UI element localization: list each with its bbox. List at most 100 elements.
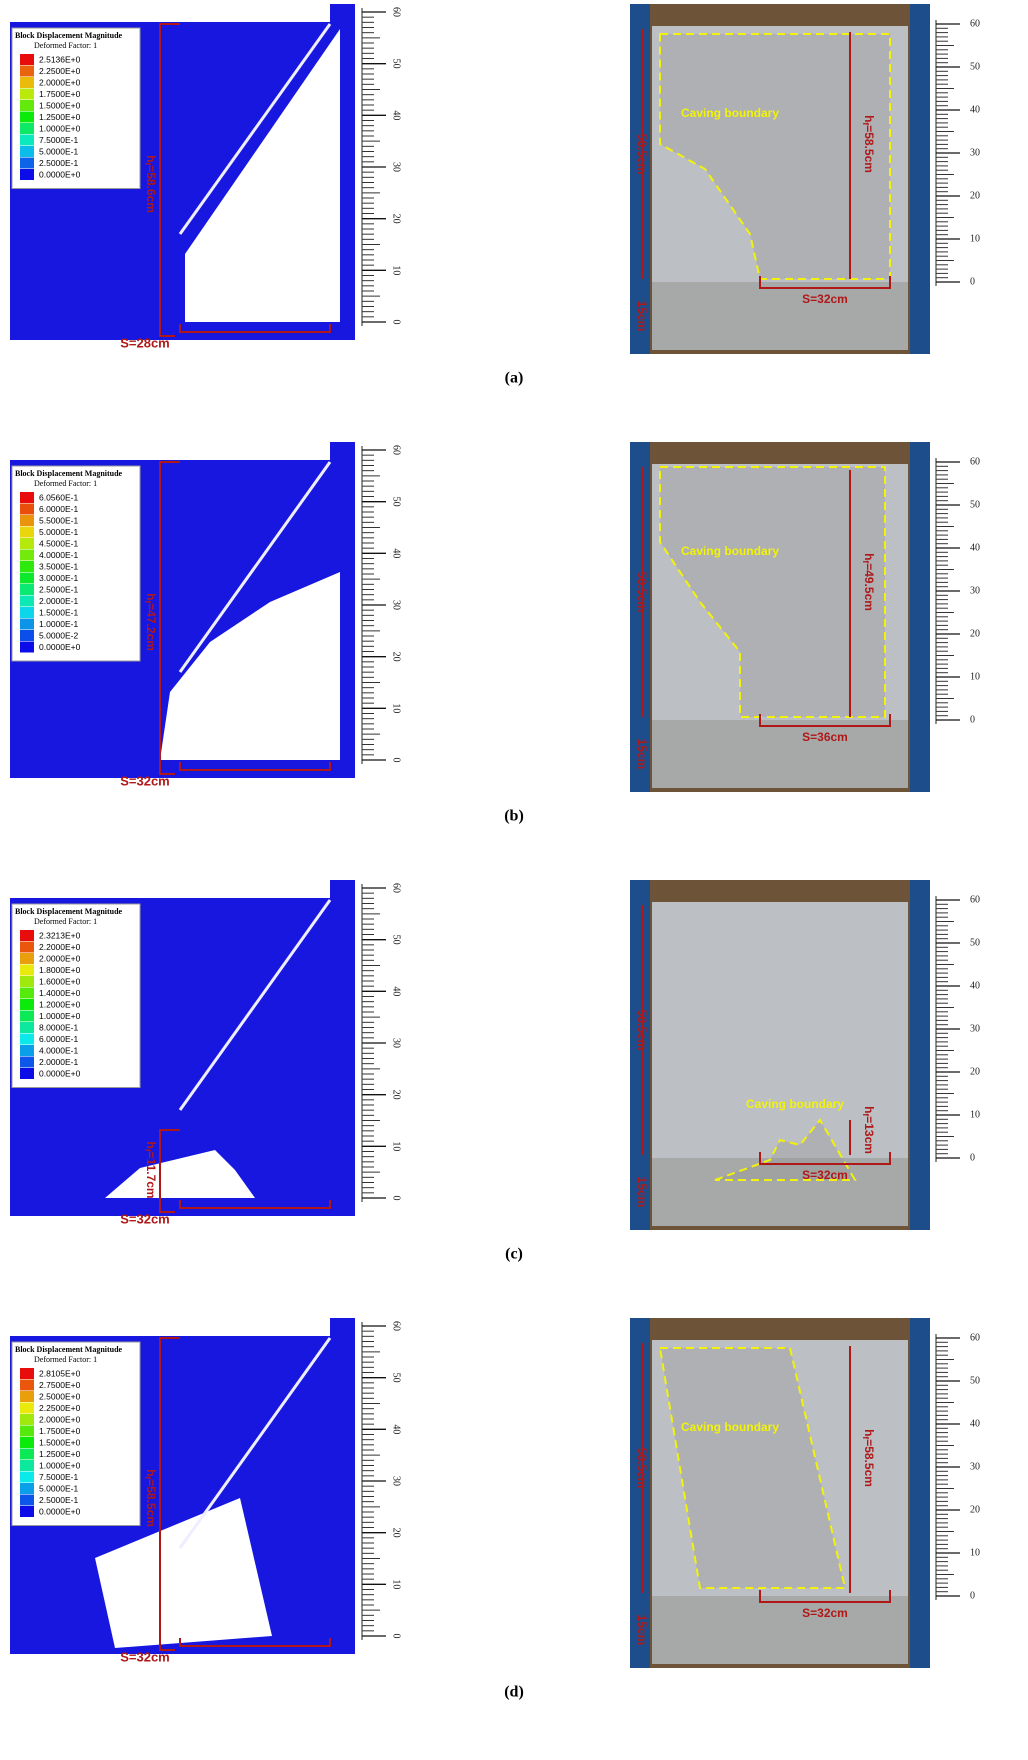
ruler-tick-label: 10 — [970, 1109, 980, 1120]
legend-swatch — [20, 630, 34, 641]
span-dimension — [759, 1590, 891, 1603]
legend-value: 1.8000E+0 — [39, 965, 81, 975]
ruler-tick-label: 0 — [391, 1634, 402, 1639]
ruler-tick-label: 60 — [970, 18, 980, 29]
photo-height-label: 58.5cm — [635, 1010, 649, 1051]
height-label-main: h — [144, 1141, 158, 1148]
legend-swatch — [20, 1437, 34, 1448]
ruler-tick-label: 20 — [970, 1504, 980, 1515]
legend-value: 1.2500E+0 — [39, 1449, 81, 1459]
legend-value: 1.5000E-1 — [39, 607, 78, 617]
ruler-tick-label: 60 — [391, 7, 402, 17]
legend-value: 1.7500E+0 — [39, 89, 81, 99]
legend-value: 2.0000E+0 — [39, 77, 81, 87]
ruler-tick-label: 50 — [970, 499, 980, 510]
legend-swatch — [20, 964, 34, 976]
legend-title: Block Displacement Magnitude — [15, 31, 123, 40]
height-label-main: h — [862, 1106, 876, 1113]
legend-swatch — [20, 111, 34, 123]
legend-value: 1.2500E+0 — [39, 112, 81, 122]
caved-void — [95, 1498, 272, 1648]
legend-swatch — [20, 1402, 34, 1414]
legend-swatch — [20, 515, 34, 526]
ruler-tick-label: 30 — [970, 147, 980, 158]
model-top-right — [330, 4, 355, 24]
legend-swatch — [20, 1056, 34, 1068]
caved-void — [160, 572, 340, 760]
ruler-tick-label: 30 — [391, 162, 402, 172]
legend-swatch — [20, 584, 34, 595]
span-label: S=32cm — [120, 1211, 170, 1226]
legend-value: 2.5136E+0 — [39, 54, 81, 64]
ruler-tick-label: 50 — [391, 59, 402, 69]
base-height-label: 15cm — [635, 1177, 649, 1208]
span-dimension — [759, 276, 891, 289]
height-label-sub: f — [143, 1149, 153, 1152]
legend-value: 3.0000E-1 — [39, 573, 78, 583]
ruler-tick-label: 20 — [391, 1528, 402, 1538]
ruler-tick-label: 20 — [391, 1090, 402, 1100]
ruler-tick-label: 50 — [970, 937, 980, 948]
height-label-sub: f — [861, 122, 871, 125]
height-dimension — [159, 1129, 180, 1213]
photo-panel: Caving boundary 58.5cm 15cm hf=49.5cm S=36cm… — [630, 442, 980, 792]
photo-side-left — [630, 442, 650, 792]
photo-span-label: S=32cm — [802, 1168, 848, 1182]
legend-value: 2.2500E+0 — [39, 66, 81, 76]
span-label: S=28cm — [120, 335, 170, 350]
ruler-tick-label: 40 — [391, 986, 402, 996]
ruler-tick-label: 10 — [970, 671, 980, 682]
legend-swatch — [20, 1506, 34, 1517]
legend-value: 7.5000E-1 — [39, 1472, 78, 1482]
legend-swatch — [20, 146, 34, 157]
legend-swatch — [20, 503, 34, 515]
legend-swatch — [20, 561, 34, 572]
span-dimension — [179, 324, 331, 333]
legend-value: 2.5000E-1 — [39, 1495, 78, 1505]
ruler-tick-label: 0 — [970, 714, 975, 725]
height-label: hf=58.5cm — [143, 1469, 158, 1527]
ruler-tick-label: 20 — [391, 652, 402, 662]
height-label: hf=58.6cm — [143, 155, 158, 213]
legend-swatch — [20, 1391, 34, 1402]
height-label-main: h — [144, 1469, 158, 1476]
legend-value: 0.0000E+0 — [39, 642, 81, 652]
base-height-label: 15cm — [635, 739, 649, 770]
ruler-tick-label: 60 — [391, 883, 402, 893]
legend-value: 5.0000E-2 — [39, 630, 78, 640]
panel-label: (d) — [504, 1684, 524, 1701]
height-label-value: =58.5cm — [862, 125, 876, 173]
panel-label: (b) — [504, 808, 524, 825]
panel-label: (a) — [505, 370, 524, 387]
span-label: S=32cm — [120, 773, 170, 788]
legend-value: 2.5000E-1 — [39, 158, 78, 168]
photo-side-left — [630, 4, 650, 354]
height-label-main: h — [144, 593, 158, 600]
legend-value: 2.0000E-1 — [39, 1057, 78, 1067]
ruler-tick-label: 30 — [970, 585, 980, 596]
legend-swatch — [20, 492, 34, 503]
base-layer — [652, 1158, 908, 1226]
height-label: hf=47.2cm — [143, 593, 158, 651]
model-blocks — [652, 902, 908, 1158]
span-dimension — [759, 1152, 891, 1165]
ruler-tick-label: 40 — [391, 548, 402, 558]
ruler-tick-label: 50 — [391, 935, 402, 945]
ruler-tick-label: 10 — [391, 703, 402, 713]
legend-value: 7.5000E-1 — [39, 135, 78, 145]
photo-height-label: 58.5cm — [635, 134, 649, 175]
legend-swatch — [20, 1379, 34, 1391]
ruler-tick-label: 50 — [391, 497, 402, 507]
legend-value: 1.2000E+0 — [39, 999, 81, 1009]
legend-value: 6.0000E-1 — [39, 1034, 78, 1044]
legend-swatch — [20, 77, 34, 88]
legend-value: 2.7500E+0 — [39, 1380, 81, 1390]
legend-swatch — [20, 1068, 34, 1079]
height-label: hf=11.7cm — [143, 1141, 158, 1198]
legend-value: 1.0000E+0 — [39, 1460, 81, 1470]
